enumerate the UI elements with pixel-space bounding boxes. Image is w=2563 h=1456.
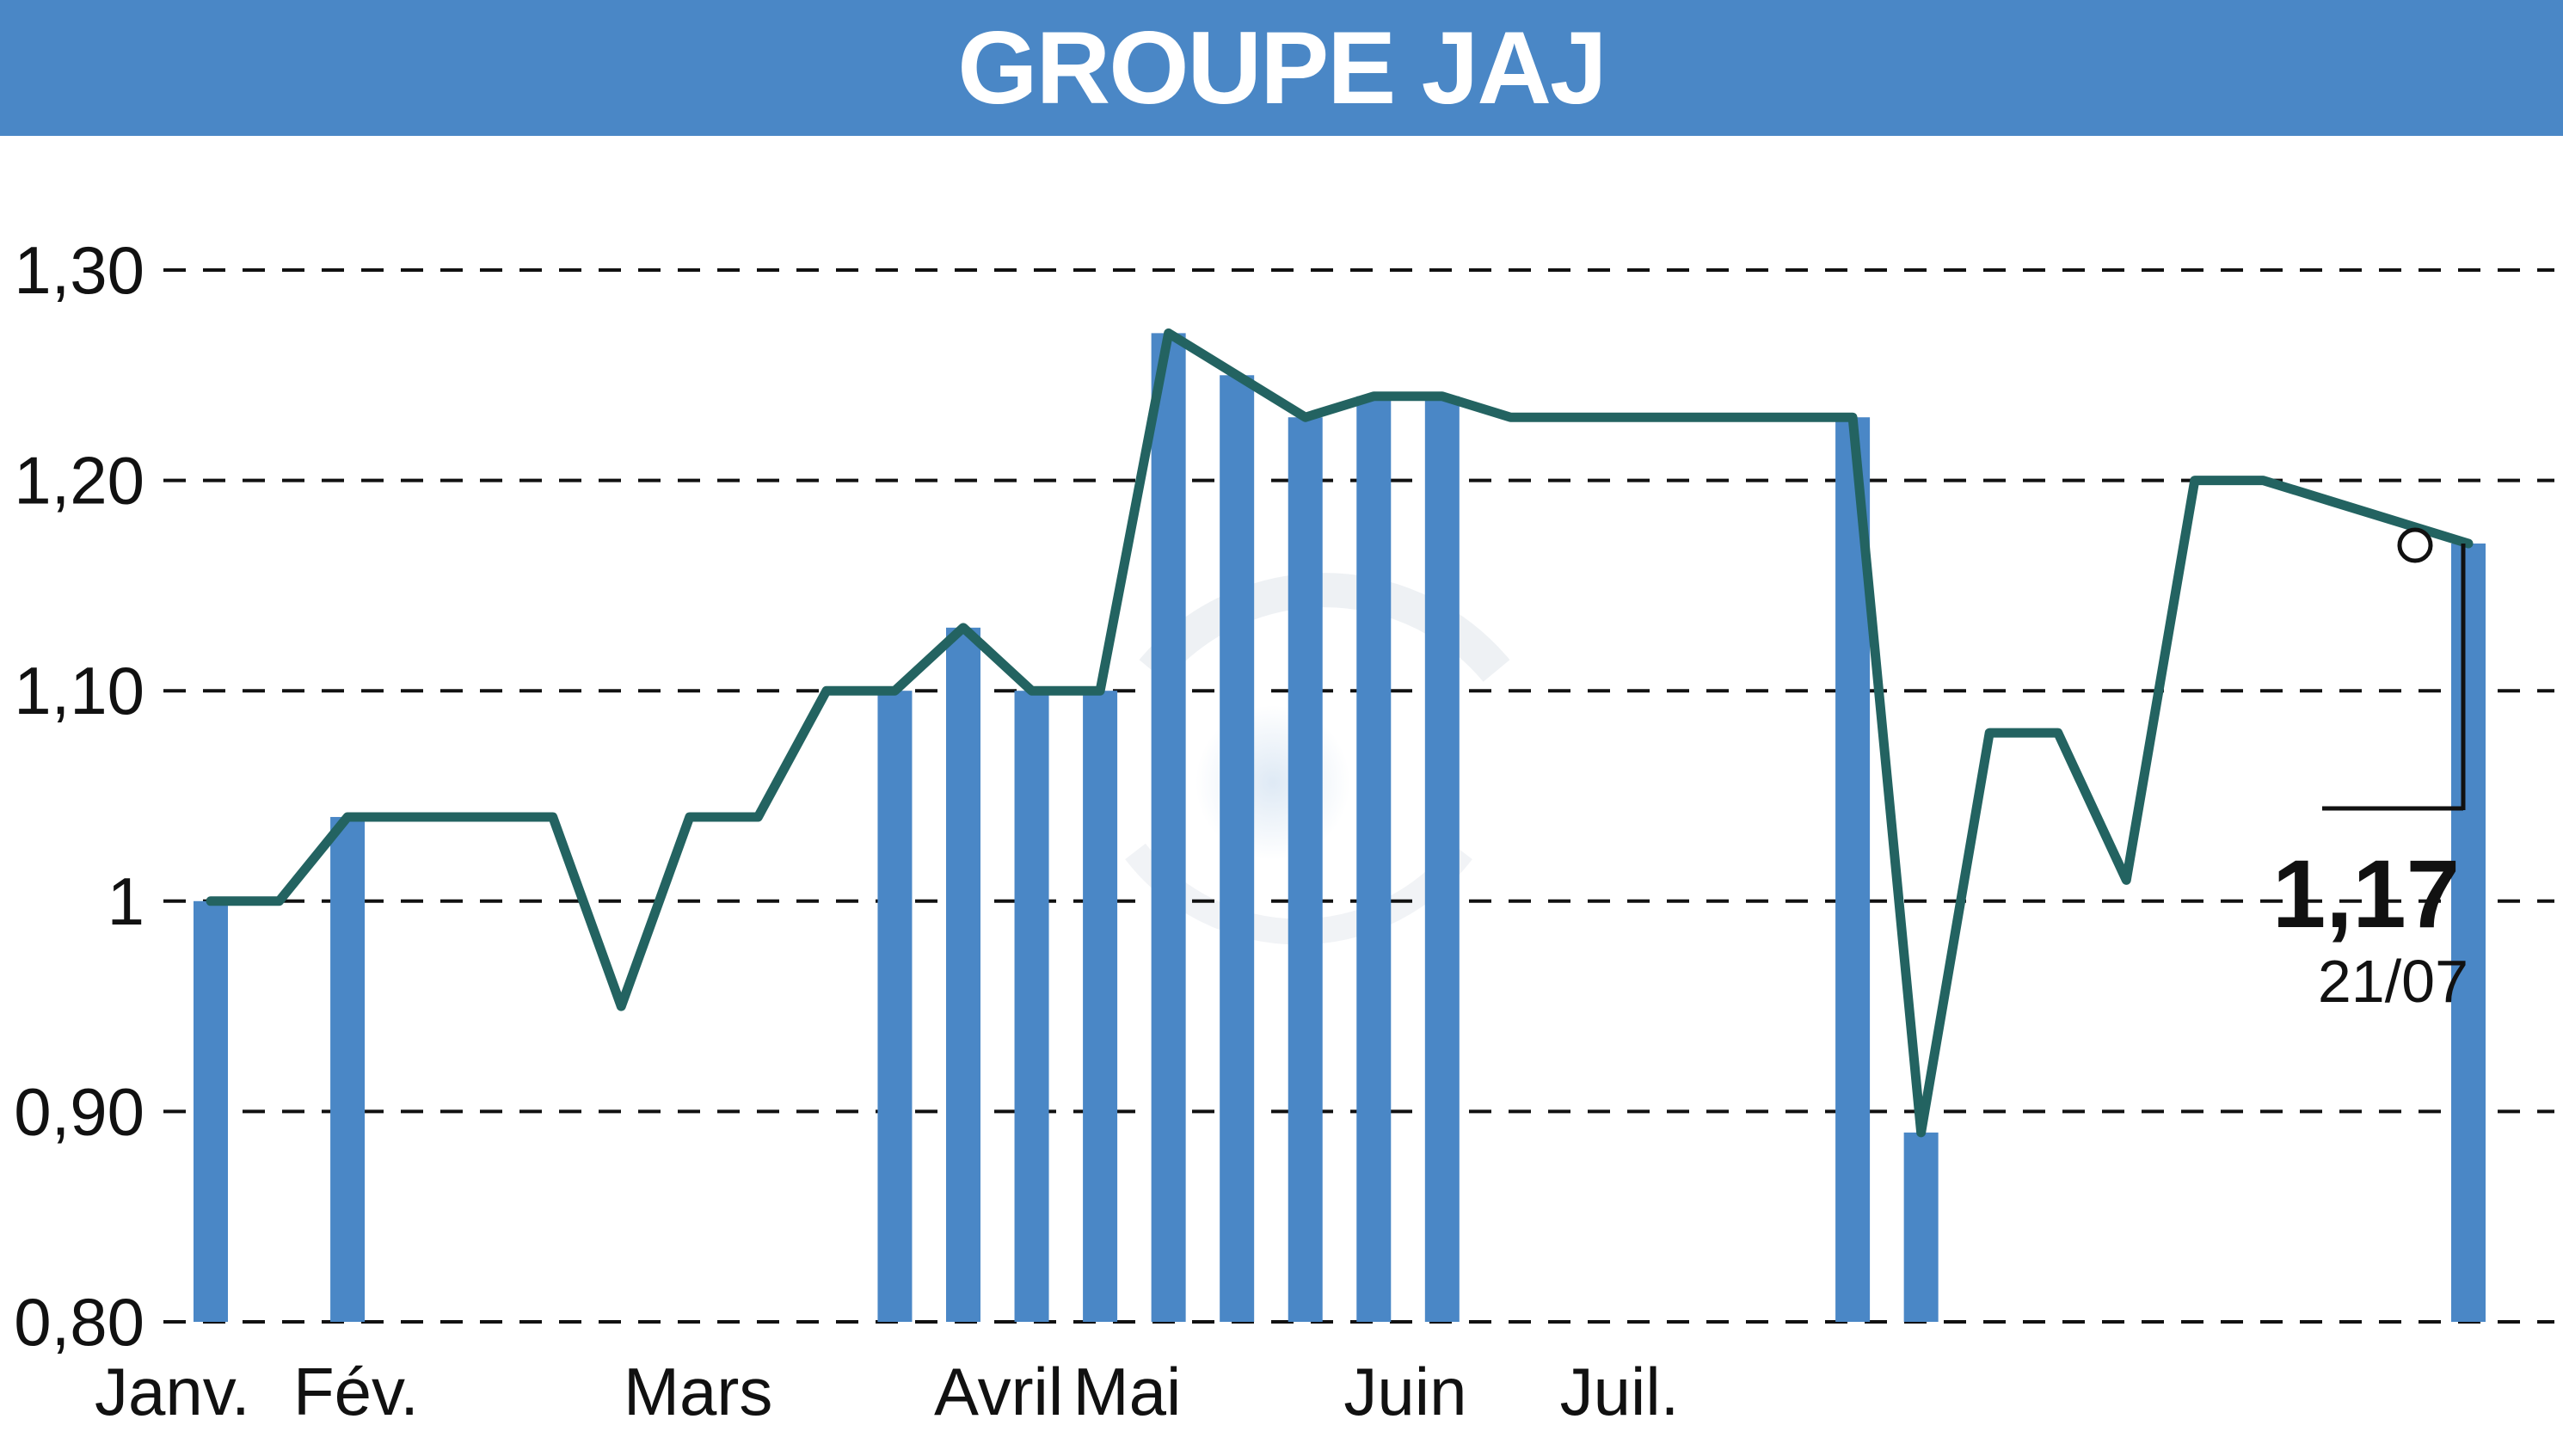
y-tick-label: 1,20 [14, 443, 144, 519]
y-tick-label: 0,90 [14, 1073, 144, 1149]
title-bar [0, 0, 2563, 136]
x-tick-label: Fév. [293, 1354, 419, 1429]
last-value-label: 1,17 [2272, 840, 2460, 948]
x-tick-label: Mars [624, 1354, 772, 1429]
volume-bar [1083, 691, 1118, 1322]
volume-bar [1151, 333, 1186, 1322]
volume-bar [2451, 543, 2486, 1322]
last-date-label: 21/07 [2318, 948, 2468, 1015]
last-point-marker [2397, 527, 2433, 563]
x-tick-label: Juin [1343, 1354, 1466, 1429]
volume-bar [877, 691, 913, 1322]
volume-bar [330, 816, 366, 1322]
x-tick-label: Janv. [95, 1354, 250, 1429]
volume-bar [194, 900, 228, 1322]
y-tick-label: 0,80 [14, 1284, 144, 1360]
volume-bar [1220, 375, 1255, 1322]
volume-bar [1903, 1132, 1939, 1322]
chart-title: GROUPE JAJ [957, 10, 1607, 126]
volume-bar [1356, 396, 1392, 1322]
volume-bar [1014, 691, 1049, 1322]
volume-bar [946, 627, 980, 1322]
price-line [206, 328, 2474, 1138]
volume-bar [1288, 417, 1323, 1323]
x-tick-label: Juil. [1560, 1354, 1680, 1429]
x-tick-label: Mai [1073, 1354, 1182, 1429]
y-tick-label: 1,30 [14, 232, 144, 308]
y-tick-label: 1 [108, 863, 144, 939]
volume-bar [1424, 396, 1460, 1322]
x-tick-label: Avril [934, 1354, 1063, 1429]
y-tick-label: 1,10 [14, 653, 144, 728]
